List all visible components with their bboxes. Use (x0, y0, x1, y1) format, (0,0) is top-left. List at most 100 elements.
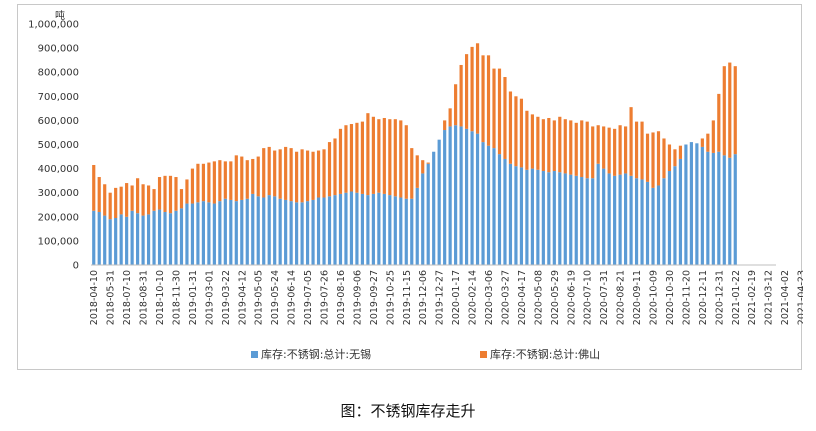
bar-wuxi (289, 201, 293, 265)
bar-foshan (119, 186, 123, 215)
bar-wuxi (706, 151, 710, 265)
bar-wuxi (311, 199, 315, 265)
bar-wuxi (212, 203, 216, 265)
bar-wuxi (711, 152, 715, 265)
bar-foshan (700, 138, 704, 147)
bar-foshan (388, 119, 392, 196)
y-tick-label: 300,000 (38, 188, 79, 199)
bar-wuxi (333, 195, 337, 265)
bar-wuxi (426, 163, 430, 265)
bar-foshan (673, 149, 677, 167)
bar-wuxi (141, 215, 145, 265)
bar-wuxi (382, 193, 386, 265)
bar-wuxi (481, 142, 485, 265)
bar-wuxi (591, 178, 595, 265)
bar-foshan (179, 189, 184, 209)
bar-foshan (273, 150, 277, 197)
bar-wuxi (465, 128, 469, 265)
bar-wuxi (470, 131, 474, 265)
x-tick-label: 2020-05-29 (550, 270, 561, 325)
bar-wuxi (201, 201, 205, 265)
bar-foshan (497, 68, 502, 155)
bar-foshan (486, 55, 491, 146)
bar-wuxi (388, 195, 392, 265)
bar-wuxi (547, 172, 551, 265)
bar-foshan (404, 125, 408, 199)
y-tick-label: 700,000 (38, 92, 79, 103)
bar-foshan (591, 126, 595, 179)
x-tick-label: 2021-01-22 (731, 270, 742, 325)
x-tick-label: 2021-02-19 (747, 270, 758, 325)
bar-wuxi (602, 168, 606, 265)
x-tick-label: 2019-05-24 (270, 270, 281, 325)
y-tick-label: 400,000 (38, 164, 79, 175)
bar-foshan (662, 138, 666, 179)
x-tick-label: 2020-03-06 (484, 270, 495, 325)
bar-foshan (311, 151, 315, 200)
bar-wuxi (722, 155, 726, 265)
bar-wuxi (190, 203, 195, 265)
bar-foshan (355, 122, 359, 193)
bar-foshan (728, 62, 732, 158)
bar-wuxi (234, 201, 238, 265)
bar-wuxi (629, 175, 633, 265)
bar-wuxi (256, 196, 260, 265)
bar-wuxi (168, 213, 173, 265)
bar-wuxi (689, 142, 693, 265)
bar-foshan (289, 148, 293, 202)
bar-foshan (541, 119, 545, 171)
bar-wuxi (245, 198, 249, 265)
bar-foshan (201, 163, 205, 202)
x-tick-label: 2019-10-25 (385, 270, 396, 325)
bar-wuxi (344, 192, 348, 265)
bar-wuxi (634, 178, 639, 265)
y-tick-label: 1,000,000 (28, 20, 79, 31)
legend-swatch-foshan (480, 351, 487, 358)
x-tick-label: 2020-06-19 (566, 270, 577, 325)
y-tick-label: 500,000 (38, 140, 79, 151)
bar-foshan (530, 114, 534, 169)
bar-foshan (706, 133, 710, 152)
bar-foshan (421, 160, 425, 174)
legend: 库存:不锈钢:总计:无锡 库存:不锈钢:总计:佛山 (251, 347, 600, 361)
x-tick-label: 2020-04-17 (517, 270, 528, 325)
bar-foshan (459, 64, 463, 127)
bar-wuxi (223, 198, 227, 265)
bar-wuxi (125, 216, 129, 265)
bar-foshan (552, 120, 556, 172)
bar-wuxi (103, 215, 107, 265)
bar-foshan (382, 117, 386, 194)
bar-wuxi (377, 192, 381, 265)
bar-wuxi (574, 175, 578, 265)
bar-foshan (492, 68, 496, 149)
x-tick-label: 2020-10-09 (649, 270, 660, 325)
bar-wuxi (251, 193, 255, 265)
x-tick-label: 2020-07-31 (599, 270, 610, 325)
y-axis: 0 100,000 200,000 300,000 400,000 500,000 600,… (28, 20, 79, 272)
x-tick-label: 2020-02-14 (468, 270, 479, 325)
bar-wuxi (130, 210, 134, 265)
bar-wuxi (196, 202, 200, 265)
bar-wuxi (728, 157, 732, 265)
y-tick-label: 0 (73, 261, 79, 272)
bar-foshan (547, 117, 551, 173)
bar-foshan (580, 120, 584, 178)
bar-wuxi (240, 199, 244, 265)
bar-wuxi (295, 202, 299, 265)
bar-foshan (146, 185, 151, 215)
bar-wuxi (585, 178, 589, 265)
x-tick-label: 2019-03-22 (221, 270, 232, 325)
bar-foshan (585, 121, 589, 179)
bar-foshan (322, 149, 326, 198)
bar-wuxi (327, 196, 332, 265)
bar-foshan (349, 124, 354, 192)
bar-foshan (613, 128, 617, 176)
bar-wuxi (541, 171, 545, 265)
bar-wuxi (569, 174, 573, 266)
bar-wuxi (267, 195, 271, 265)
bar-wuxi (229, 199, 233, 265)
x-tick-label: 2018-08-31 (139, 270, 150, 325)
bar-foshan (624, 126, 628, 174)
bar-wuxi (262, 197, 266, 265)
bar-foshan (536, 116, 540, 170)
